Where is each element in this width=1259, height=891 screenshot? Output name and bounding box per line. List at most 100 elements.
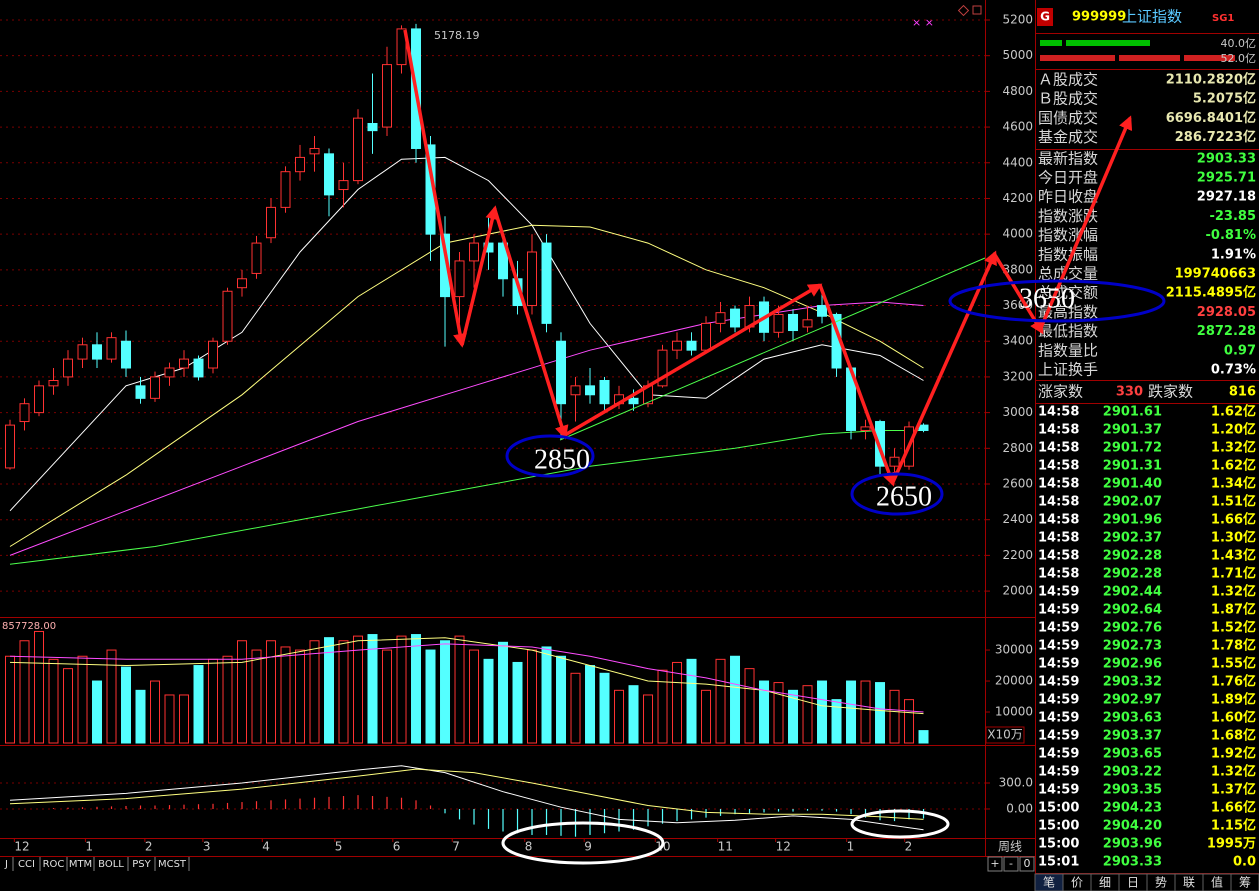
candle-body: [295, 156, 306, 173]
tick-price: 2902.97: [1103, 693, 1162, 708]
zoom-button[interactable]: [1019, 856, 1035, 872]
volume-bar: [135, 689, 146, 744]
candle-body: [889, 456, 900, 467]
candle-body: [628, 397, 639, 405]
y-tick-label: 2400: [1002, 512, 1033, 526]
volume-bar: [440, 640, 451, 744]
badge: [1037, 8, 1053, 26]
tick-time: 14:59: [1038, 747, 1079, 762]
tick-price: 2902.76: [1103, 621, 1162, 636]
zoom-button[interactable]: [987, 856, 1003, 872]
buy-label: 40.0亿: [1221, 37, 1257, 50]
tick-volume: 0.0: [1233, 855, 1256, 870]
x-tick-label: 1: [847, 840, 855, 854]
candle-body: [63, 358, 74, 378]
side-tab-label[interactable]: 笔: [1043, 875, 1055, 890]
side-tab-label[interactable]: 价: [1071, 876, 1083, 890]
stat-label: Ａ股成交: [1038, 71, 1098, 89]
tick-price: 2903.63: [1103, 711, 1162, 726]
y-tick-label: 3800: [1002, 262, 1033, 276]
volume-bar: [208, 658, 219, 744]
y-tick-label: 300.0: [999, 775, 1033, 789]
volume-bar: [237, 640, 248, 744]
ellipses-macd: [501, 809, 950, 865]
icon[interactable]: [957, 4, 970, 17]
x-tick-label: 6: [393, 840, 401, 854]
candle-body: [860, 426, 871, 431]
icon[interactable]: [972, 5, 982, 15]
side-tab-label[interactable]: 筹: [1239, 876, 1251, 890]
side-tab-label[interactable]: 值: [1211, 875, 1223, 890]
volume-bar: [788, 689, 799, 744]
tick-volume: 1.89亿: [1211, 692, 1256, 708]
y-tick-label: 4000: [1002, 227, 1033, 241]
volume-bar: [585, 665, 596, 744]
indicator-tab[interactable]: CCI: [18, 859, 35, 870]
zoom-button[interactable]: [1003, 856, 1019, 872]
zoom-label[interactable]: 0: [1024, 857, 1031, 870]
candle-body: [585, 385, 596, 396]
stat-label: 最高指数: [1038, 303, 1098, 321]
volume-bar: [121, 666, 132, 744]
tick-price: 2904.20: [1103, 819, 1162, 834]
tick-volume: 1.66亿: [1211, 800, 1256, 816]
indicator-tab[interactable]: ROC: [43, 859, 65, 870]
stat-value: 2110.2820亿: [1166, 72, 1256, 88]
volume-bar: [425, 649, 436, 744]
tick-time: 14:59: [1038, 729, 1079, 744]
candle-body: [541, 242, 552, 324]
volume-label: 857728.00: [2, 621, 56, 632]
tick-price: 2902.37: [1103, 531, 1162, 546]
volume-bar: [222, 655, 233, 744]
side-tab-label[interactable]: 势: [1155, 876, 1167, 890]
stat-value: 2925.71: [1197, 171, 1256, 186]
tick-volume: 1.68亿: [1211, 728, 1256, 744]
candle-body: [715, 312, 726, 324]
indicator-tab[interactable]: BOLL: [98, 859, 124, 870]
volume-bar: [904, 699, 915, 744]
zoom-label[interactable]: +: [990, 857, 999, 870]
volume-bar: [150, 680, 161, 744]
y-tick-label: 20000: [995, 674, 1033, 688]
volume-bar: [179, 694, 190, 744]
side-tab-label[interactable]: 日: [1127, 876, 1139, 890]
candle-body: [440, 233, 451, 298]
tick-price: 2903.96: [1103, 837, 1162, 852]
candle-body: [353, 117, 364, 182]
tick-price: 2902.64: [1103, 603, 1162, 618]
side-tab[interactable]: [1230, 873, 1259, 891]
volume-bar: [266, 640, 277, 744]
candle-body: [686, 340, 697, 351]
indicator-tab[interactable]: J: [4, 859, 8, 870]
candle-body: [396, 28, 407, 66]
arrow: [891, 250, 997, 483]
candle-body: [135, 385, 146, 399]
x-tick-label: 11: [718, 840, 733, 854]
candle-body: [570, 385, 581, 396]
tick-volume: 1.30亿: [1211, 530, 1256, 546]
buy-bar: [1066, 40, 1150, 46]
y-tick-label: 4600: [1002, 120, 1033, 134]
indicator-tab[interactable]: PSY: [132, 859, 151, 870]
annotation-label: 2650: [876, 481, 932, 512]
candle-body: [34, 385, 45, 414]
zoom-label[interactable]: -: [1009, 857, 1013, 870]
stat-value: 6696.8401亿: [1166, 110, 1256, 126]
tick-time: 15:01: [1038, 855, 1079, 870]
indicator-tab[interactable]: MTM: [69, 859, 92, 870]
side-tab-label[interactable]: 联: [1183, 876, 1195, 890]
stat-value: -0.81%: [1206, 228, 1257, 243]
candle-body: [657, 349, 668, 387]
volume-bar: [498, 641, 509, 744]
indicator-tab[interactable]: MCST: [158, 859, 187, 870]
stat-value: 2903.33: [1197, 151, 1256, 166]
ma-line: [9, 768, 924, 820]
ellipse: [948, 279, 1166, 323]
ellipse: [850, 472, 944, 516]
tick-volume: 1995万: [1207, 837, 1256, 852]
side-tab-label[interactable]: 细: [1099, 876, 1111, 890]
unit-box: [985, 726, 1025, 744]
tick-time: 14:59: [1038, 711, 1079, 726]
tick-time: 14:58: [1038, 549, 1079, 564]
